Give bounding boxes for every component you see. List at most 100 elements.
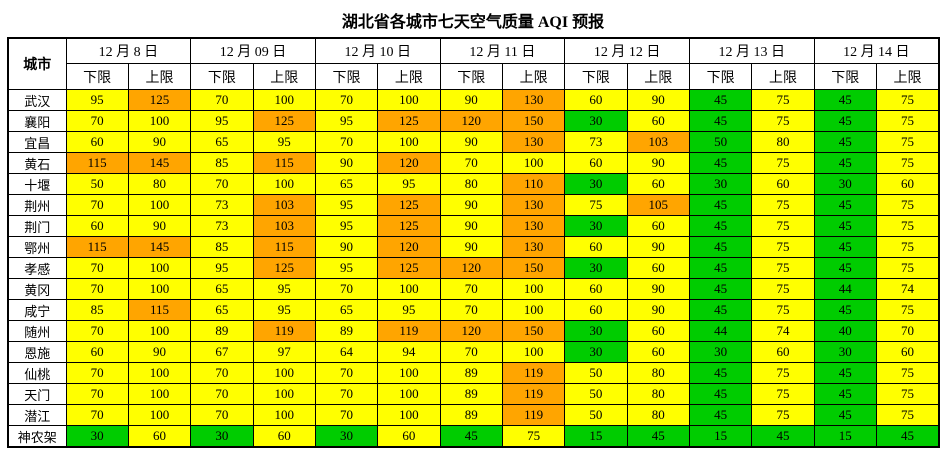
aqi-cell: 125 <box>127 89 192 111</box>
aqi-cell: 80 <box>626 362 690 384</box>
date-header: 12 月 8 日 <box>65 37 192 64</box>
header-row-limits: 下限 上限 下限 上限 下限 上限 下限 上限 下限 上限 下限 上限 下限 上限 <box>8 63 940 90</box>
table-row: 宜昌 60 90 65 95 70 100 90 130 73 103 50 80 45 75 <box>7 131 940 153</box>
table-row: 潜江 70 100 70 100 70 100 89 119 50 80 45 75 45 75 <box>7 404 940 426</box>
aqi-cell: 80 <box>127 173 192 195</box>
city-cell: 黄石 <box>7 152 67 174</box>
aqi-cell: 60 <box>626 110 690 132</box>
aqi-cell: 45 <box>688 89 753 111</box>
aqi-cell: 15 <box>688 425 753 448</box>
aqi-cell: 100 <box>252 362 316 384</box>
aqi-cell: 120 <box>377 152 441 174</box>
aqi-cell: 30 <box>190 425 254 448</box>
aqi-cell: 120 <box>377 236 441 258</box>
aqi-cell: 45 <box>813 152 877 174</box>
aqi-cell: 100 <box>501 152 566 174</box>
city-cell: 天门 <box>7 383 67 405</box>
table-row: 孝感 70 100 95 125 95 125 120 150 30 60 45 75 45 75 <box>7 257 940 279</box>
aqi-cell: 97 <box>252 341 316 363</box>
aqi-cell: 60 <box>564 299 628 321</box>
lower-limit-header: 下限 <box>688 63 753 90</box>
aqi-cell: 60 <box>564 152 628 174</box>
table-row: 仙桃 70 100 70 100 70 100 89 119 50 80 45 75 45 75 <box>7 362 940 384</box>
aqi-cell: 90 <box>439 89 503 111</box>
aqi-cell: 60 <box>564 278 628 300</box>
aqi-cell: 90 <box>626 278 690 300</box>
aqi-cell: 95 <box>190 110 254 132</box>
aqi-cell: 90 <box>127 215 192 237</box>
aqi-cell: 75 <box>751 383 815 405</box>
aqi-cell: 125 <box>252 257 316 279</box>
upper-limit-header: 上限 <box>875 63 940 90</box>
aqi-cell: 45 <box>813 257 877 279</box>
aqi-cell: 70 <box>65 362 129 384</box>
upper-limit-header: 上限 <box>501 63 566 90</box>
aqi-cell: 75 <box>875 299 940 321</box>
aqi-cell: 89 <box>439 362 503 384</box>
aqi-cell: 130 <box>501 131 566 153</box>
aqi-cell: 45 <box>688 404 753 426</box>
date-header: 12 月 12 日 <box>564 37 690 64</box>
aqi-cell: 119 <box>252 320 316 342</box>
aqi-cell: 45 <box>626 425 690 448</box>
aqi-cell: 45 <box>688 278 753 300</box>
aqi-cell: 80 <box>626 383 690 405</box>
city-cell: 黄冈 <box>7 278 67 300</box>
aqi-cell: 100 <box>252 89 316 111</box>
aqi-cell: 125 <box>377 215 441 237</box>
aqi-cell: 103 <box>252 194 316 216</box>
aqi-cell: 75 <box>875 257 940 279</box>
aqi-cell: 115 <box>252 236 316 258</box>
aqi-cell: 45 <box>813 404 877 426</box>
aqi-cell: 45 <box>688 362 753 384</box>
city-cell: 咸宁 <box>7 299 67 321</box>
aqi-cell: 95 <box>314 110 379 132</box>
aqi-cell: 100 <box>501 299 566 321</box>
aqi-cell: 90 <box>127 131 192 153</box>
aqi-cell: 90 <box>314 236 379 258</box>
aqi-cell: 115 <box>127 299 192 321</box>
aqi-cell: 30 <box>314 425 379 448</box>
aqi-cell: 95 <box>377 173 441 195</box>
aqi-cell: 74 <box>751 320 815 342</box>
aqi-cell: 75 <box>875 236 940 258</box>
aqi-cell: 90 <box>439 194 503 216</box>
aqi-cell: 45 <box>813 194 877 216</box>
aqi-cell: 100 <box>127 278 192 300</box>
aqi-cell: 30 <box>65 425 129 448</box>
aqi-cell: 100 <box>252 383 316 405</box>
aqi-cell: 90 <box>439 215 503 237</box>
city-cell: 神农架 <box>7 425 67 448</box>
aqi-cell: 70 <box>314 131 379 153</box>
aqi-cell: 45 <box>813 131 877 153</box>
aqi-cell: 130 <box>501 89 566 111</box>
aqi-cell: 115 <box>252 152 316 174</box>
aqi-cell: 60 <box>875 341 940 363</box>
table-row: 黄冈 70 100 65 95 70 100 70 100 60 90 45 75 44 74 <box>7 278 940 300</box>
aqi-cell: 45 <box>875 425 940 448</box>
aqi-cell: 45 <box>813 89 877 111</box>
aqi-cell: 60 <box>751 341 815 363</box>
date-header: 12 月 10 日 <box>314 37 441 64</box>
aqi-cell: 100 <box>377 89 441 111</box>
aqi-cell: 115 <box>65 152 129 174</box>
aqi-cell: 75 <box>875 89 940 111</box>
aqi-cell: 120 <box>439 320 503 342</box>
aqi-cell: 70 <box>65 404 129 426</box>
aqi-cell: 70 <box>190 383 254 405</box>
aqi-cell: 45 <box>813 215 877 237</box>
aqi-cell: 60 <box>626 320 690 342</box>
aqi-cell: 70 <box>314 383 379 405</box>
aqi-cell: 100 <box>377 278 441 300</box>
aqi-cell: 75 <box>875 362 940 384</box>
aqi-cell: 70 <box>190 404 254 426</box>
aqi-cell: 95 <box>314 257 379 279</box>
aqi-cell: 50 <box>564 362 628 384</box>
aqi-cell: 30 <box>564 215 628 237</box>
aqi-cell: 70 <box>65 278 129 300</box>
aqi-cell: 100 <box>127 257 192 279</box>
aqi-cell: 90 <box>439 236 503 258</box>
aqi-cell: 70 <box>314 404 379 426</box>
aqi-cell: 60 <box>626 341 690 363</box>
aqi-cell: 119 <box>501 383 566 405</box>
